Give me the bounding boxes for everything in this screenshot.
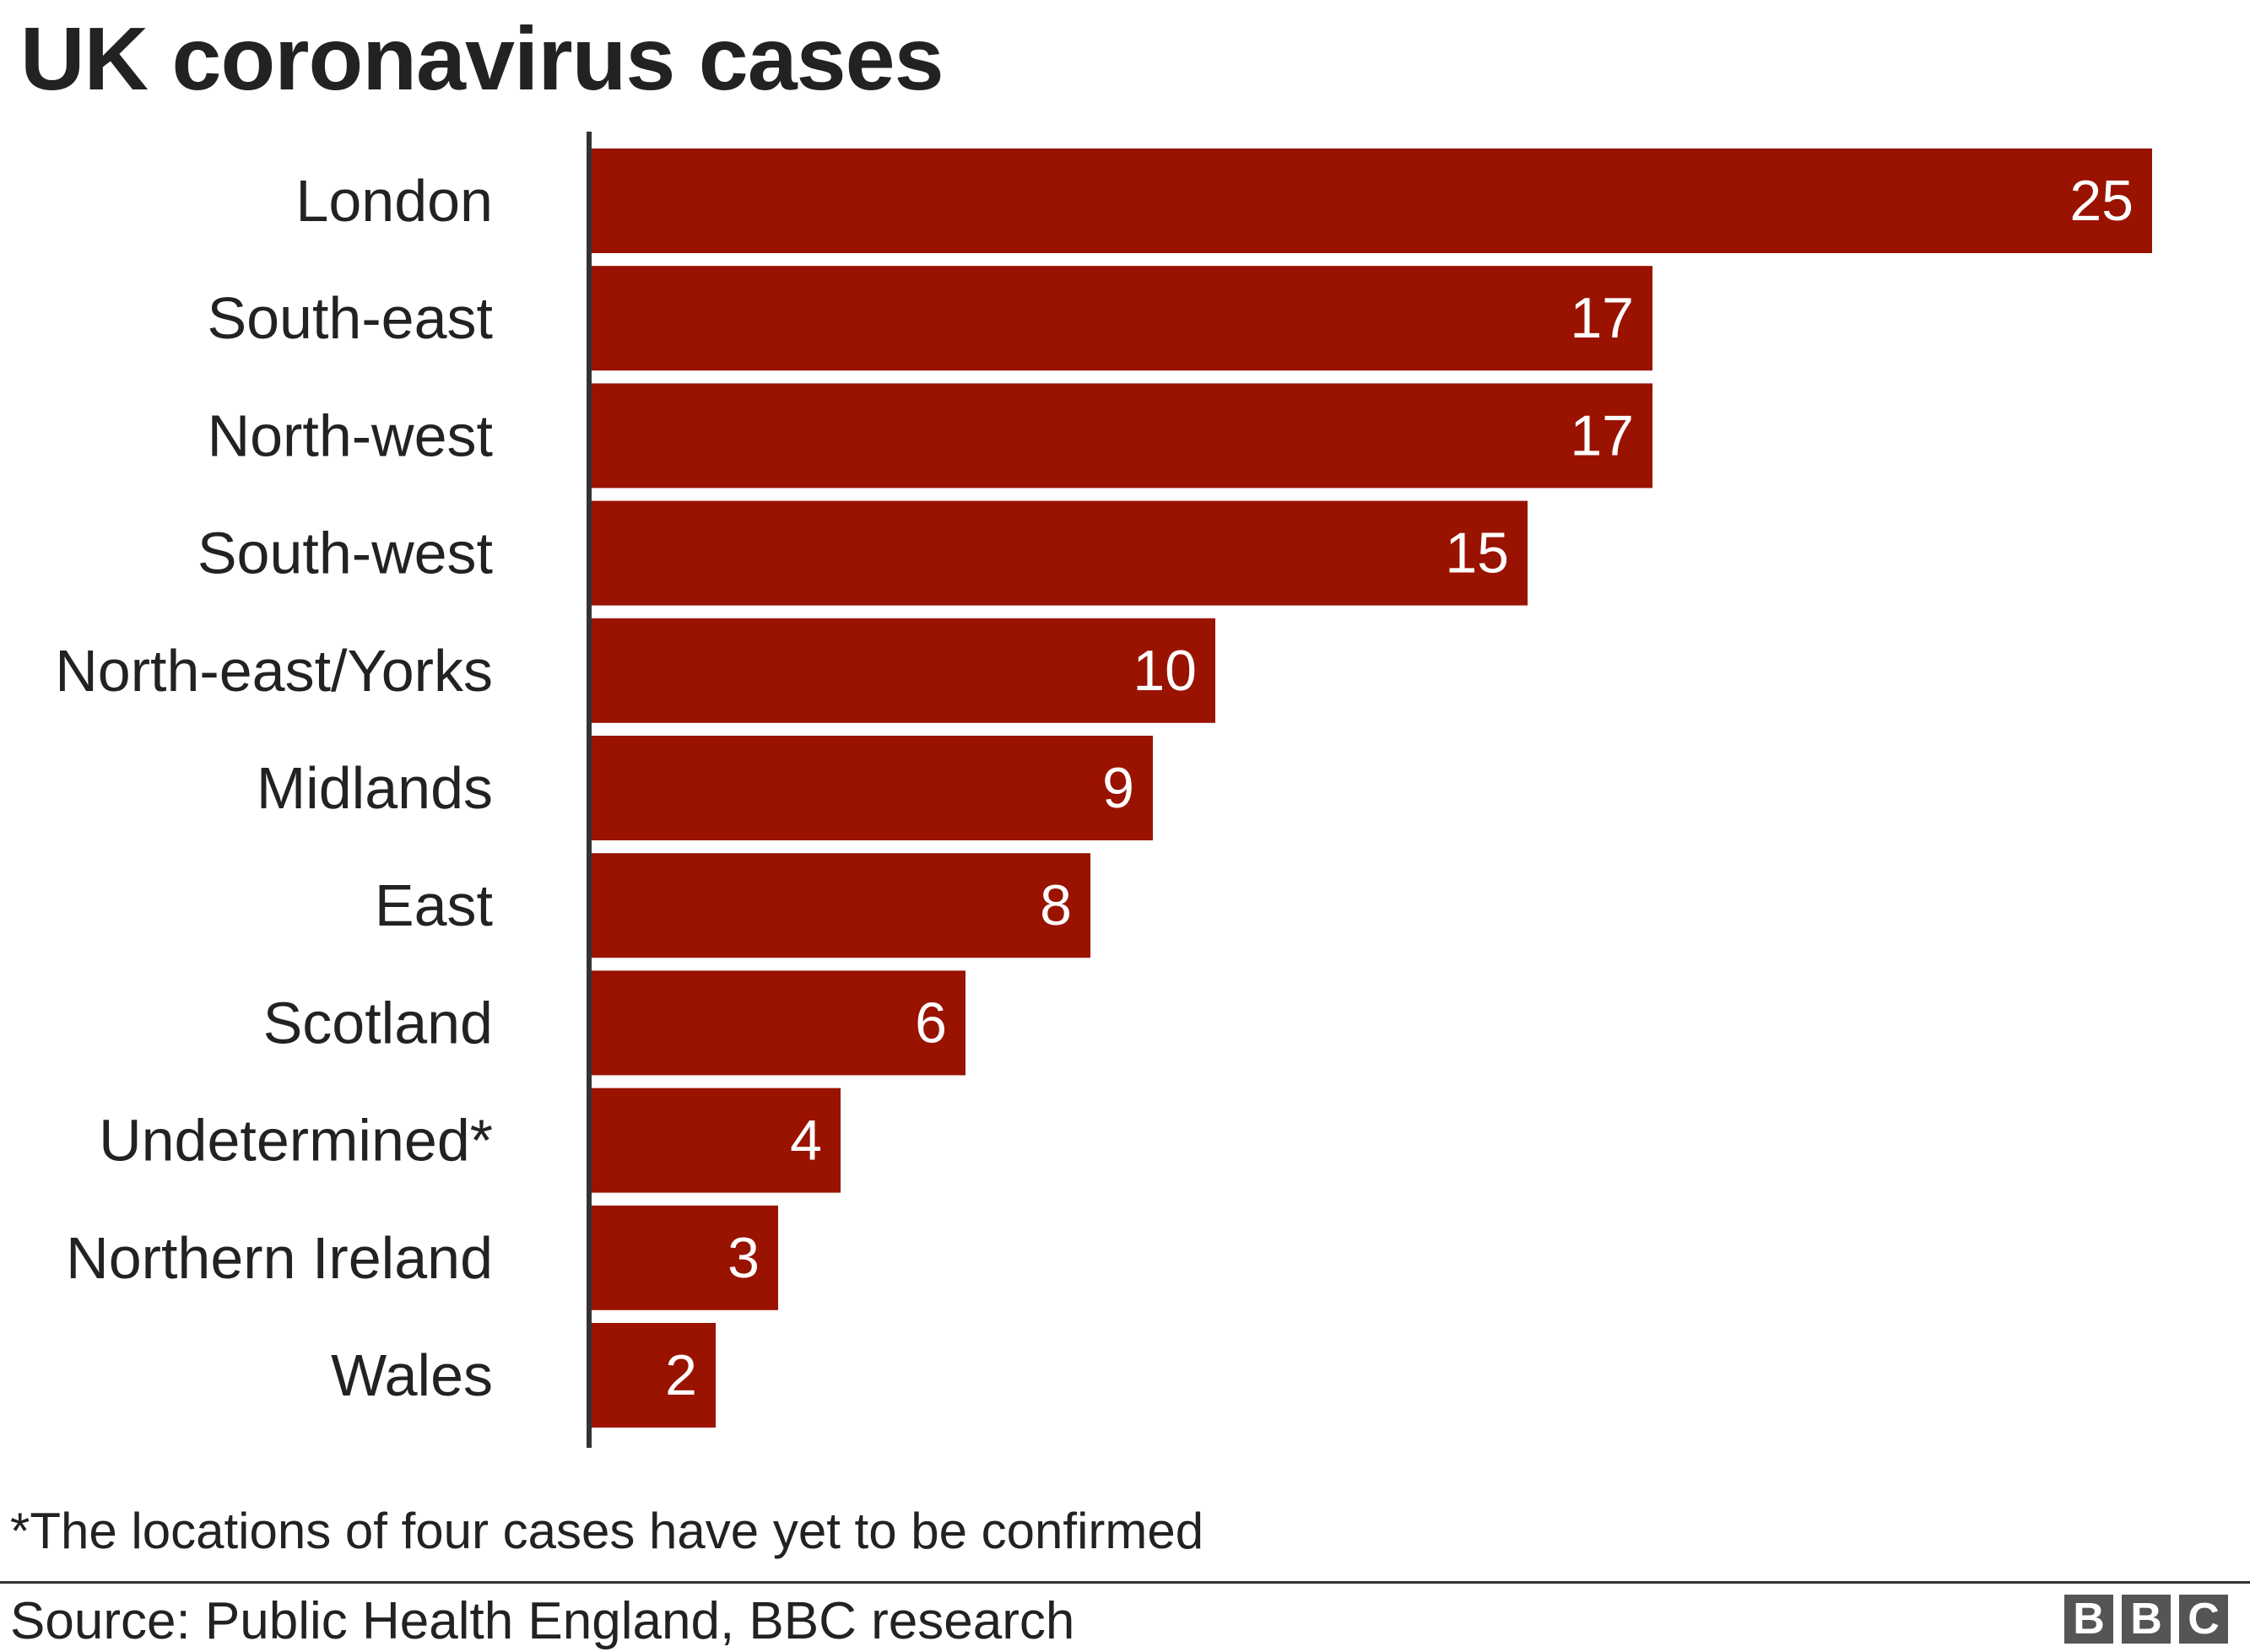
bars-layer [591,148,2152,1428]
bar [591,1205,778,1310]
bar-value-label: 25 [2069,169,2134,233]
bar-value-label: 10 [1133,639,1197,703]
bar-value-label: 4 [790,1109,822,1173]
logo-letter: C [2179,1595,2228,1644]
footer-divider [0,1581,2250,1584]
bar [591,1088,841,1193]
category-label: South-east [207,285,493,351]
bar [591,618,1215,723]
category-label: Wales [331,1342,493,1408]
bar [591,970,965,1076]
bar-value-label: 9 [1102,756,1134,820]
category-label: North-west [208,402,493,468]
bar [591,383,1652,489]
bar [591,148,2152,253]
bar [591,500,1528,606]
bar-chart: London South-east North-west South-west Nort… [55,132,2152,1448]
bar-value-label: 15 [1445,521,1509,586]
logo-letter: B [2122,1595,2171,1644]
category-label: Northern Ireland [66,1225,493,1291]
category-label: Scotland [263,990,493,1055]
category-label: Undetermined* [99,1108,493,1174]
bar-value-label: 8 [1040,873,1072,937]
bar [591,266,1652,371]
chart-title: UK coronavirus cases [20,9,944,109]
bar-value-label: 17 [1570,286,1634,350]
category-label: East [375,872,493,938]
bar-value-label: 6 [915,991,947,1055]
bar [591,1323,716,1428]
bar-value-label: 2 [665,1343,697,1407]
logo-letter: B [2064,1595,2113,1644]
category-label: Midlands [257,755,493,821]
category-label: London [295,168,493,234]
bbc-logo: B B C [2064,1595,2228,1644]
bar [591,853,1090,958]
footnote: *The locations of four cases have yet to… [10,1503,1204,1559]
category-labels: London South-east North-west South-west Nort… [55,168,493,1408]
bar-value-label: 17 [1570,403,1634,467]
source-note: Source: Public Health England, BBC resea… [10,1592,1075,1650]
category-label: North-east/Yorks [55,638,493,704]
bar [591,736,1153,840]
category-label: South-west [197,521,493,586]
bar-value-label: 3 [727,1226,760,1290]
value-labels: 25 17 17 15 10 98 6 432 [665,169,2134,1407]
